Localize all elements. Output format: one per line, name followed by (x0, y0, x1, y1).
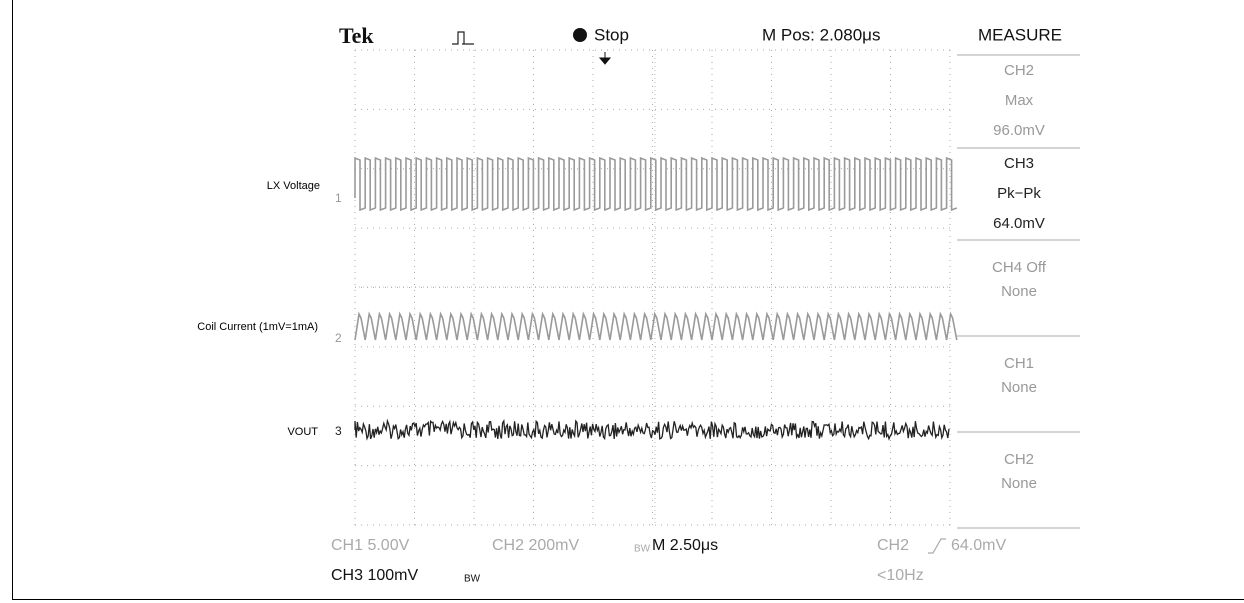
trace-label: VOUT (287, 426, 318, 438)
trigger-slope (928, 538, 946, 554)
trace-label: Coil Current (1mV=1mA) (197, 321, 318, 333)
trigger-freq: <10Hz (877, 567, 924, 584)
ch1-setting: CH1 5.00V (331, 537, 410, 554)
menu-item: Pk−Pk (997, 185, 1041, 202)
bw-flag: BW (634, 544, 651, 555)
menu-item: CH3 (1004, 155, 1034, 172)
graticule (354, 49, 951, 526)
timebase: M 2.50μs (652, 537, 718, 554)
menu-item: None (1001, 379, 1037, 396)
coil-wave (354, 311, 958, 341)
menu-title: MEASURE (978, 25, 1062, 44)
measure-menu: CH2 Max 96.0mV CH3 Pk−Pk 64.0mV CH4 Off None CH1… (957, 54, 1080, 529)
position: M Pos: 2.080μs (762, 25, 880, 44)
scope-screen: Tek Stop M Pos: 2.080μs MEASURE 1 2 3 CH… (331, 23, 1080, 585)
trigger-icon (452, 31, 474, 45)
menu-item: 96.0mV (993, 122, 1045, 139)
menu-item: Max (1005, 92, 1034, 109)
lx-wave (354, 156, 958, 212)
vout-wave (354, 418, 950, 441)
menu-item: None (1001, 283, 1037, 300)
ch-marker: 1 (335, 191, 342, 205)
trigger-level: 64.0mV (951, 537, 1006, 554)
menu-item: CH1 (1004, 355, 1034, 372)
waveforms (354, 156, 958, 441)
menu-item: 64.0mV (993, 215, 1045, 232)
trigger-source: CH2 (877, 537, 909, 554)
menu-item: CH2 (1004, 451, 1034, 468)
ch-marker: 3 (335, 424, 342, 438)
run-indicator (573, 28, 587, 42)
ch2-setting: CH2 200mV (492, 537, 579, 554)
trigger-pos (598, 52, 612, 65)
menu-item: CH4 Off (992, 259, 1047, 276)
ch-marker: 2 (335, 331, 342, 345)
menu-item: CH2 (1004, 62, 1034, 79)
acq-state: Stop (594, 25, 629, 44)
menu-item: None (1001, 475, 1037, 492)
bw-flag: BW (464, 574, 481, 585)
brand: Tek (339, 23, 374, 48)
ch3-setting: CH3 100mV (331, 567, 418, 584)
trace-label: LX Voltage (267, 180, 320, 192)
